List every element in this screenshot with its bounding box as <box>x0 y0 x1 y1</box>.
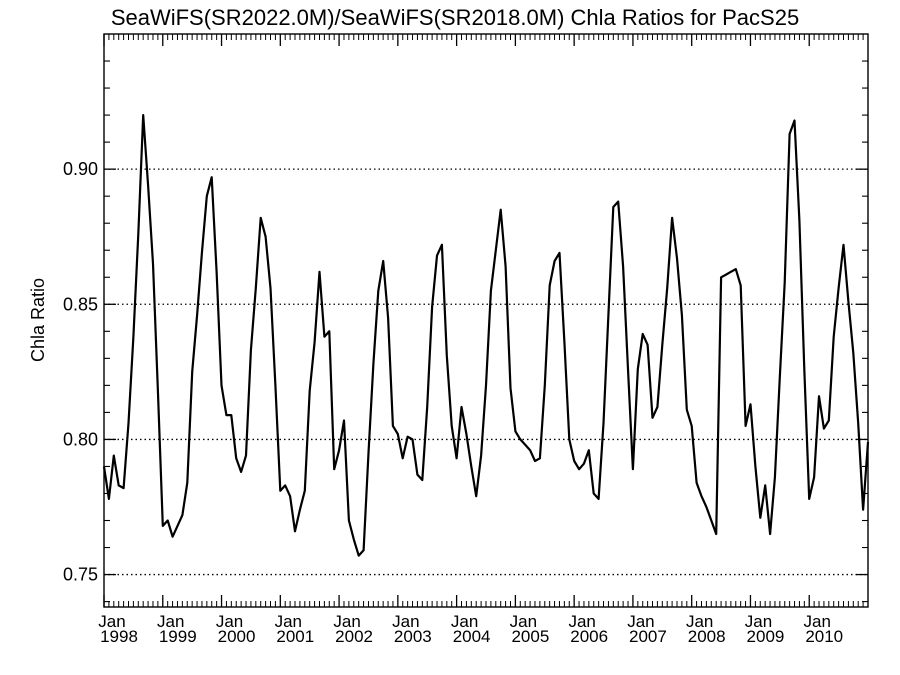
x-tick-year-label: 1999 <box>159 627 197 646</box>
x-tick-year-label: 2001 <box>276 627 314 646</box>
y-tick-label: 0.75 <box>63 565 98 585</box>
x-tick-month-label: Jan <box>157 612 184 631</box>
x-tick-month-label: Jan <box>627 612 654 631</box>
x-tick-year-label: 2000 <box>218 627 256 646</box>
x-tick-year-label: 2003 <box>394 627 432 646</box>
x-tick-month-label: Jan <box>451 612 478 631</box>
x-tick-year-label: 1998 <box>100 627 138 646</box>
axis-ticks <box>103 34 868 607</box>
grid-lines <box>104 168 868 576</box>
x-tick-month-label: Jan <box>745 612 772 631</box>
plot-frame <box>103 33 869 608</box>
y-axis-label: Chla Ratio <box>28 278 48 362</box>
tick-labels: 0.750.800.850.90Jan1998Jan1999Jan2000Jan… <box>63 159 843 646</box>
chla-ratio-series-line <box>102 114 870 557</box>
x-tick-month-label: Jan <box>216 612 243 631</box>
x-tick-month-label: Jan <box>392 612 419 631</box>
x-tick-year-label: 2008 <box>688 627 726 646</box>
chart-title: SeaWiFS(SR2022.0M)/SeaWiFS(SR2018.0M) Ch… <box>111 5 799 30</box>
x-tick-month-label: Jan <box>804 612 831 631</box>
x-tick-year-label: 2009 <box>747 627 785 646</box>
x-tick-month-label: Jan <box>686 612 713 631</box>
x-tick-month-label: Jan <box>568 612 595 631</box>
x-tick-year-label: 2005 <box>511 627 549 646</box>
x-tick-month-label: Jan <box>333 612 360 631</box>
x-tick-month-label: Jan <box>510 612 537 631</box>
x-tick-month-label: Jan <box>98 612 125 631</box>
x-tick-year-label: 2007 <box>629 627 667 646</box>
y-tick-label: 0.90 <box>63 159 98 179</box>
x-tick-year-label: 2004 <box>453 627 491 646</box>
x-tick-month-label: Jan <box>275 612 302 631</box>
x-tick-year-label: 2002 <box>335 627 373 646</box>
y-tick-label: 0.80 <box>63 429 98 449</box>
y-tick-label: 0.85 <box>63 294 98 314</box>
x-tick-year-label: 2006 <box>570 627 608 646</box>
x-tick-year-label: 2010 <box>805 627 843 646</box>
